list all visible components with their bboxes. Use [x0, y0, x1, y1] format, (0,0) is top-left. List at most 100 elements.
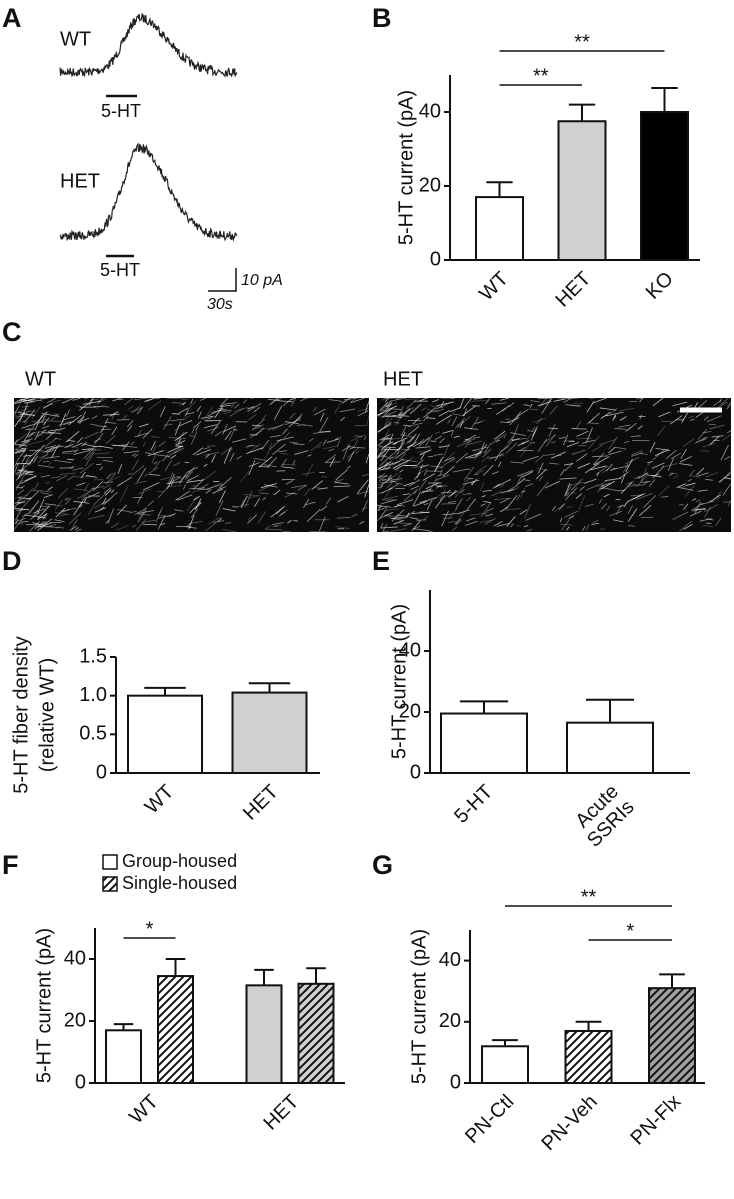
fiber: [505, 442, 518, 454]
fiber: [282, 463, 296, 466]
trace-label: WT: [60, 28, 91, 50]
fiber: [325, 497, 332, 505]
fiber: [193, 495, 200, 501]
fiber: [466, 517, 476, 522]
fiber: [136, 491, 144, 504]
fiber: [53, 459, 72, 464]
fiber: [207, 426, 219, 432]
fiber: [442, 512, 460, 516]
fiber: [335, 525, 351, 530]
fiber: [73, 500, 90, 504]
fiber: [377, 448, 384, 457]
fiber: [455, 498, 463, 510]
fiber: [634, 475, 641, 480]
fiber: [503, 433, 507, 439]
y-tick-label: 0: [430, 248, 441, 270]
fiber: [544, 480, 560, 489]
fiber: [319, 416, 329, 433]
fiber: [379, 453, 394, 467]
fiber: [126, 420, 134, 428]
fiber: [173, 447, 184, 454]
fiber: [217, 517, 222, 523]
fiber: [469, 399, 487, 402]
fiber: [376, 505, 391, 508]
fiber: [482, 489, 492, 492]
fiber: [20, 438, 33, 443]
fiber: [699, 518, 712, 522]
fiber: [130, 441, 135, 445]
fiber: [586, 484, 600, 491]
fiber: [557, 397, 566, 400]
fiber: [521, 490, 526, 493]
fiber: [403, 482, 414, 487]
fiber: [14, 462, 19, 474]
fiber: [494, 430, 506, 440]
fiber: [679, 456, 692, 463]
fiber: [688, 415, 694, 419]
y-tick-label: 20: [399, 700, 421, 722]
fiber: [578, 444, 587, 447]
fiber: [14, 411, 25, 428]
fiber: [708, 494, 722, 503]
fiber: [207, 483, 223, 490]
fiber: [435, 414, 452, 425]
fiber: [150, 440, 156, 451]
fiber: [322, 439, 327, 446]
fiber: [459, 510, 466, 518]
fiber: [364, 400, 370, 413]
fiber: [499, 483, 505, 489]
fiber: [141, 519, 156, 523]
fiber: [625, 480, 635, 485]
fiber: [46, 444, 61, 454]
fiber: [570, 478, 583, 491]
fiber: [117, 464, 123, 474]
fiber: [207, 408, 224, 417]
fiber: [395, 397, 402, 401]
x-tick-label: WT: [125, 1091, 163, 1129]
fiber: [382, 523, 388, 532]
fiber: [89, 397, 94, 402]
fiber: [166, 480, 182, 485]
fiber: [488, 453, 504, 460]
fiber: [122, 415, 128, 420]
fiber: [229, 452, 235, 462]
fiber: [220, 446, 233, 456]
fiber: [500, 488, 515, 494]
fiber: [222, 424, 228, 435]
fiber: [727, 430, 732, 434]
legend-label: Single-housed: [122, 873, 237, 893]
fiber: [693, 438, 707, 444]
bar: [440, 712, 528, 775]
fiber: [487, 507, 494, 511]
fiber: [584, 478, 597, 484]
fiber: [79, 462, 94, 474]
fiber: [715, 517, 722, 527]
fiber: [76, 482, 86, 486]
fiber: [481, 442, 485, 449]
fiber: [58, 488, 69, 499]
fiber: [377, 491, 384, 495]
fiber: [53, 437, 62, 440]
fiber: [568, 405, 582, 407]
fiber: [586, 401, 595, 413]
fiber: [598, 439, 616, 446]
fiber: [376, 514, 387, 521]
fiber: [625, 456, 640, 465]
fiber: [386, 437, 401, 441]
fiber: [96, 463, 102, 466]
fiber: [390, 397, 406, 402]
y-tick-label: 0: [410, 761, 421, 783]
fiber: [29, 520, 40, 532]
fiber: [377, 461, 391, 470]
fiber: [706, 522, 712, 525]
fiber: [147, 450, 164, 457]
fiber: [62, 420, 75, 426]
fiber: [395, 415, 402, 426]
fiber: [72, 467, 84, 471]
fiber: [119, 487, 128, 503]
fiber: [39, 454, 49, 459]
y-tick-label: 0: [75, 1071, 86, 1093]
fiber: [434, 494, 446, 509]
fiber: [481, 495, 486, 498]
